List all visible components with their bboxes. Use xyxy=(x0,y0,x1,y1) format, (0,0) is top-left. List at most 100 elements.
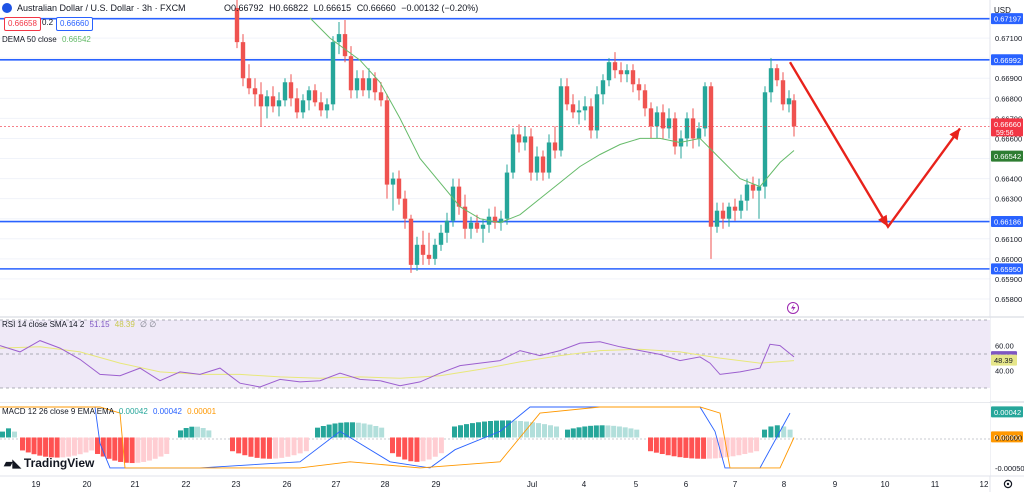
symbol-title[interactable]: Australian Dollar / U.S. Dollar · 3h · F… xyxy=(17,3,186,13)
candle-body xyxy=(552,142,558,151)
buy-price-button[interactable]: 0.66660 xyxy=(56,17,93,31)
macd-histogram-bar xyxy=(60,437,66,458)
macd-histogram-bar xyxy=(135,437,141,463)
sell-price-button[interactable]: 0.66658 xyxy=(4,17,41,31)
candle-body xyxy=(414,244,420,265)
candle-body xyxy=(258,94,264,107)
price-pane[interactable] xyxy=(0,0,990,305)
candle-body xyxy=(246,78,252,89)
y-tick-label: 0.66000 xyxy=(995,255,1022,264)
candle-body xyxy=(432,244,438,259)
dema-legend[interactable]: DEMA 50 close 0.66542 xyxy=(2,35,91,44)
macd-histogram-bar xyxy=(31,437,37,455)
macd-histogram-bar xyxy=(748,437,754,453)
candle-body xyxy=(240,42,246,79)
macd-histogram-bar xyxy=(488,421,493,438)
macd-histogram-bar xyxy=(470,423,475,438)
macd-histogram-bar xyxy=(326,424,332,438)
candle-body xyxy=(312,90,318,103)
settings-icon[interactable] xyxy=(1003,479,1013,489)
macd-histogram-bar xyxy=(420,437,426,462)
macd-histogram-bar xyxy=(458,425,463,438)
macd-histogram-bar xyxy=(12,431,17,438)
ohlc-change: −0.00132 (−0.20%) xyxy=(401,3,479,13)
candle-body xyxy=(774,68,780,81)
macd-legend[interactable]: MACD 12 26 close 9 EMA EMA 0.00042 0.000… xyxy=(2,407,216,416)
macd-histogram-bar xyxy=(195,426,200,438)
candle-body xyxy=(654,112,660,127)
rsi-legend[interactable]: RSI 14 close SMA 14 2 51.15 48.39 ∅ ∅ xyxy=(2,320,156,329)
macd-histogram-bar xyxy=(512,420,517,438)
macd-histogram-bar xyxy=(54,437,60,458)
candle-body xyxy=(336,34,342,43)
level-price-label: 0.65950 xyxy=(994,265,1021,274)
candle-body xyxy=(744,184,750,201)
macd-histogram-bar xyxy=(379,427,385,438)
tradingview-logo[interactable]: ▰◣ TradingView xyxy=(4,456,94,470)
macd-histogram-bar xyxy=(242,437,248,456)
dema-value: 0.66542 xyxy=(61,35,91,44)
x-tick-label: 20 xyxy=(83,480,92,489)
candle-body xyxy=(444,220,450,233)
macd-histogram-bar xyxy=(616,426,622,438)
candle-body xyxy=(786,98,792,105)
macd-label: MACD 12 26 close 9 EMA EMA xyxy=(2,407,114,416)
macd-histogram-bar xyxy=(37,437,43,456)
candle-body xyxy=(791,100,797,127)
macd-histogram-bar xyxy=(320,426,326,438)
candle-body xyxy=(252,88,258,95)
candle-body xyxy=(582,106,588,111)
macd-histogram-bar xyxy=(736,437,742,456)
macd-histogram-bar xyxy=(361,423,367,438)
candle-body xyxy=(402,198,408,219)
tv-logo-icon: ▰◣ xyxy=(4,458,21,470)
macd-histogram-bar xyxy=(248,437,254,457)
candle-body xyxy=(456,186,462,207)
level-price-label: 0.67197 xyxy=(994,15,1021,24)
x-tick-label: 19 xyxy=(32,480,41,489)
rsi-sma-value: 48.39 xyxy=(114,320,135,329)
candle-body xyxy=(726,206,732,219)
macd-histogram-bar xyxy=(0,431,5,438)
macd-histogram-bar xyxy=(754,437,760,452)
currency-label: USD xyxy=(994,6,1011,15)
rsi-tick-label: 60.00 xyxy=(995,342,1014,351)
candle-body xyxy=(756,186,762,191)
macd-signal-value: 0.00001 xyxy=(187,407,217,416)
macd-histogram-bar xyxy=(768,426,774,438)
y-tick-label: 0.66100 xyxy=(995,235,1022,244)
macd-histogram-bar xyxy=(230,437,235,452)
macd-histogram-bar xyxy=(724,437,730,458)
ohlc-low: L0.66615 xyxy=(313,3,352,13)
arrow-head xyxy=(949,128,960,141)
y-tick-label: 0.66800 xyxy=(995,94,1022,103)
x-tick-label: 28 xyxy=(381,480,390,489)
macd-histogram-bar xyxy=(141,437,147,462)
candle-body xyxy=(684,118,690,139)
macd-histogram-bar xyxy=(554,426,559,438)
candle-body xyxy=(762,92,768,187)
lightning-icon[interactable] xyxy=(787,302,799,314)
candle-body xyxy=(528,136,534,173)
ohlc-close: C0.66660 xyxy=(356,3,396,13)
x-tick-label: 26 xyxy=(283,480,292,489)
macd-histogram-bar xyxy=(206,430,212,438)
macd-value-tag xyxy=(991,406,1023,418)
macd-histogram-bar xyxy=(730,437,736,457)
ohlc-open: O0.66792 xyxy=(224,3,264,13)
candle-body xyxy=(504,172,510,219)
macd-line xyxy=(0,406,791,469)
macd-histogram-bar xyxy=(593,425,599,438)
macd-histogram-bar xyxy=(611,425,617,438)
macd-histogram-bar xyxy=(112,437,118,461)
candle-body xyxy=(702,86,708,129)
y-tick-label: 0.67100 xyxy=(995,34,1022,43)
candle-body xyxy=(696,128,702,139)
macd-histogram-bar xyxy=(123,437,129,463)
macd-histogram-bar xyxy=(297,437,303,454)
candle-body xyxy=(348,56,354,91)
macd-histogram-bar xyxy=(677,437,683,458)
macd-histogram-bar xyxy=(25,437,31,453)
candle-body xyxy=(390,178,396,185)
candle-body xyxy=(384,100,390,185)
